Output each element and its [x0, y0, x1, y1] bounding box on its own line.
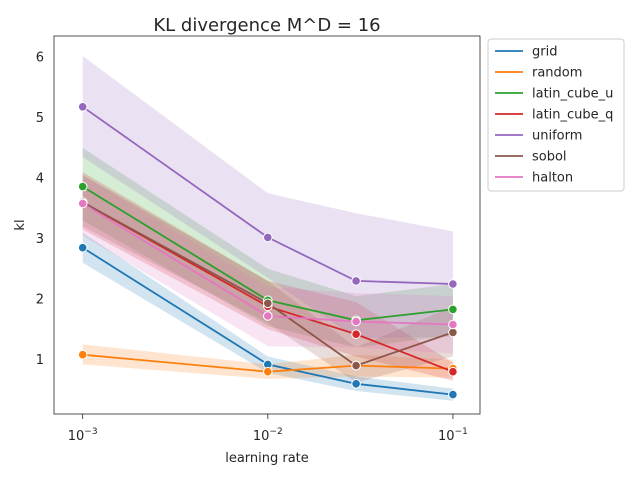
legend-label-uniform: uniform	[532, 129, 582, 144]
data-points	[77, 102, 458, 400]
y-tick-label: 5	[36, 111, 44, 126]
legend-frame	[487, 38, 625, 192]
band-uniform	[82, 56, 453, 339]
point-uniform	[77, 102, 88, 112]
x-tick-label: 10−3	[68, 427, 98, 444]
line-latin-cube-q	[82, 201, 454, 373]
y-tick-label: 3	[36, 232, 44, 247]
band-latin-cube-u	[82, 147, 453, 348]
band-halton	[82, 175, 453, 354]
point-latin-cube-q	[448, 366, 458, 377]
point-uniform	[351, 276, 361, 286]
legend-label-latin-cube-q: latin_cube_q	[532, 108, 613, 123]
line-halton	[82, 202, 453, 326]
x-tick-base: 10	[438, 429, 455, 444]
point-latin-cube-q	[351, 329, 361, 340]
point-sobol	[448, 327, 458, 338]
legend-label-random: random	[532, 66, 582, 81]
legend-label-grid: grid	[532, 45, 557, 60]
band-sobol	[82, 175, 453, 383]
point-sobol	[351, 360, 361, 371]
y-axis-label: kl	[13, 219, 28, 230]
legend-label-latin-cube-u: latin_cube_u	[532, 87, 613, 102]
line-random	[82, 353, 453, 373]
point-halton	[448, 319, 458, 330]
x-tick-exponent: −1	[455, 427, 468, 437]
line-grid	[82, 246, 453, 396]
line-sobol	[82, 201, 454, 367]
y-tick-label: 4	[36, 172, 44, 187]
y-tick-label: 2	[36, 293, 44, 308]
point-uniform	[448, 279, 458, 289]
point-uniform	[263, 232, 273, 243]
x-tick-label: 10−1	[438, 427, 468, 444]
band-latin-cube-q	[82, 172, 453, 381]
point-latin-cube-u	[77, 181, 88, 192]
point-random	[77, 349, 88, 360]
y-axis-ticks: 1 2 3 4 5 6	[36, 51, 44, 368]
point-grid	[448, 389, 458, 400]
series-lines	[82, 106, 454, 396]
point-halton	[351, 316, 361, 327]
x-tick-label: 10−2	[253, 427, 283, 444]
y-tick-label: 6	[36, 51, 44, 66]
point-halton	[77, 198, 88, 209]
x-tick-base: 10	[68, 429, 85, 444]
point-random	[263, 366, 273, 377]
x-axis-label: learning rate	[225, 451, 309, 466]
y-tick-label: 1	[36, 353, 44, 368]
band-random	[82, 344, 453, 379]
x-axis-ticks: 10−3 10−2 10−1	[68, 414, 468, 444]
point-sobol	[263, 298, 273, 309]
x-tick-exponent: −2	[269, 427, 282, 437]
legend: grid random latin_cube_u latin_cube_qunifor…	[487, 38, 625, 192]
point-grid	[77, 242, 88, 253]
legend-label-halton: halton	[532, 171, 573, 186]
line-latin-cube-u	[82, 185, 454, 322]
legend-items: grid random latin_cube_u latin_cube_qunifor…	[495, 45, 613, 186]
x-tick-base: 10	[253, 429, 270, 444]
line-uniform	[82, 106, 453, 285]
point-latin-cube-u	[448, 304, 458, 315]
point-grid	[351, 379, 361, 389]
point-halton	[263, 311, 273, 321]
x-tick-exponent: −3	[84, 427, 97, 437]
plot-frame	[53, 35, 481, 415]
chart-title: KL divergence M^D = 16	[153, 15, 380, 36]
legend-label-sobol: sobol	[532, 150, 567, 165]
